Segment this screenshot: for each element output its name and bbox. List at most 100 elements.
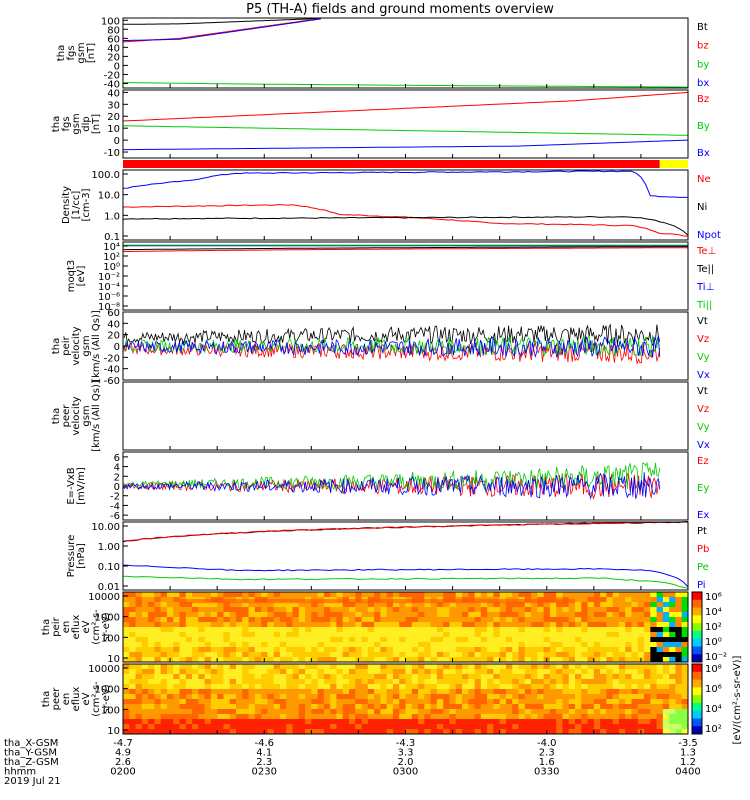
heatmap-cell: [430, 647, 438, 653]
heatmap-cell: [587, 617, 595, 623]
y-axis-label: tha peer en eflux eV (cm²-s-sr-eV): [41, 681, 112, 717]
heatmap-cell: [575, 592, 582, 598]
heatmap-cell: [656, 699, 664, 705]
heatmap-cell: [612, 729, 620, 735]
heatmap-cell: [625, 714, 632, 720]
heatmap-cell: [229, 704, 237, 710]
heatmap-cell: [424, 647, 432, 653]
heatmap-cell: [242, 684, 250, 690]
heatmap-cell: [323, 637, 331, 643]
heatmap-cell: [644, 719, 651, 725]
heatmap-cell: [518, 724, 526, 730]
heatmap-cell: [618, 652, 626, 658]
heatmap-cell: [600, 694, 607, 700]
heatmap-cell: [336, 694, 344, 700]
heatmap-cell: [336, 669, 344, 675]
heatmap-cell: [606, 694, 614, 700]
heatmap-cell: [411, 694, 419, 700]
x-row-label: tha_Z-GSM: [4, 757, 59, 768]
heatmap-cell: [141, 617, 149, 623]
heatmap-cell: [242, 679, 250, 685]
heatmap-cell: [217, 684, 224, 690]
heatmap-cell: [204, 617, 212, 623]
heatmap-cell: [606, 664, 614, 670]
heatmap-cell: [336, 729, 344, 735]
y-label-line: tha: [51, 338, 62, 354]
heatmap-cell: [631, 617, 639, 623]
heatmap-cell: [166, 637, 174, 643]
heatmap-cell: [669, 674, 676, 680]
heatmap-cell: [179, 642, 187, 648]
heatmap-cell: [267, 714, 275, 720]
heatmap-cell: [261, 699, 268, 705]
heatmap-cell: [669, 637, 676, 643]
heatmap-cell: [662, 657, 670, 663]
heatmap-cell: [606, 632, 614, 638]
heatmap-cell: [192, 684, 199, 690]
heatmap-cell: [135, 637, 143, 643]
heatmap-cell: [675, 714, 683, 720]
heatmap-cell: [311, 657, 319, 663]
heatmap-cell: [298, 622, 306, 628]
heatmap-cell: [349, 642, 356, 648]
heatmap-cell: [242, 622, 250, 628]
y-tick-label: 100: [101, 633, 120, 644]
heatmap-cell: [298, 652, 306, 658]
heatmap-cell: [185, 637, 193, 643]
heatmap-cell: [430, 602, 438, 608]
heatmap-cell: [443, 729, 450, 735]
heatmap-cell: [279, 709, 287, 715]
legend-Bt: Bt: [697, 22, 708, 33]
heatmap-cell: [443, 664, 450, 670]
heatmap-cell: [267, 679, 275, 685]
heatmap-cell: [612, 652, 620, 658]
heatmap-cell: [625, 719, 632, 725]
heatmap-cell: [317, 699, 325, 705]
heatmap-cell: [192, 699, 199, 705]
heatmap-cell: [562, 689, 570, 695]
heatmap-cell: [543, 679, 551, 685]
heatmap-cell: [449, 669, 457, 675]
heatmap-cell: [192, 709, 199, 715]
x-row-value: 1.3: [680, 748, 696, 759]
colorbar-swatch: [692, 654, 702, 663]
heatmap-cell: [323, 679, 331, 685]
heatmap-cell: [637, 699, 645, 705]
heatmap-cell: [568, 664, 576, 670]
heatmap-cell: [681, 597, 689, 603]
heatmap-cell: [286, 622, 293, 628]
heatmap-cell: [681, 694, 689, 700]
heatmap-cell: [637, 617, 645, 623]
heatmap-cell: [499, 709, 507, 715]
heatmap-cell: [386, 694, 394, 700]
heatmap-cell: [355, 679, 363, 685]
heatmap-cell: [480, 689, 488, 695]
colorbar-tick: 10⁻²: [705, 652, 727, 663]
heatmap-cell: [681, 632, 689, 638]
heatmap-cell: [593, 664, 601, 670]
heatmap-cell: [430, 729, 438, 735]
y-tick-label: 4: [114, 463, 120, 474]
heatmap-cell: [399, 612, 406, 618]
heatmap-cell: [644, 597, 651, 603]
heatmap-cell: [286, 652, 293, 658]
heatmap-cell: [462, 679, 469, 685]
heatmap-cell: [342, 724, 350, 730]
heatmap-cell: [518, 612, 526, 618]
heatmap-cell: [556, 729, 563, 735]
heatmap-cell: [436, 617, 444, 623]
heatmap-cell: [625, 674, 632, 680]
heatmap-cell: [173, 704, 180, 710]
heatmap-cell: [254, 709, 262, 715]
heatmap-cell: [637, 674, 645, 680]
heatmap-cell: [487, 602, 494, 608]
heatmap-cell: [210, 664, 218, 670]
heatmap-cell: [405, 627, 413, 633]
panel-frame: [122, 241, 689, 311]
heatmap-cell: [474, 602, 482, 608]
heatmap-cell: [267, 709, 275, 715]
heatmap-cell: [505, 729, 513, 735]
heatmap-cell: [392, 684, 400, 690]
heatmap-cell: [273, 729, 281, 735]
heatmap-cell: [430, 689, 438, 695]
